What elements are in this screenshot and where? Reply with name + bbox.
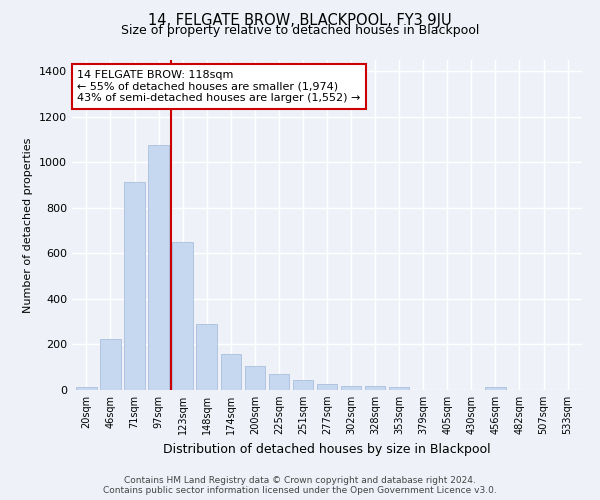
Bar [172,242,193,390]
X-axis label: Distribution of detached houses by size in Blackpool: Distribution of detached houses by size … [163,442,491,456]
Bar [124,182,145,390]
Text: 14, FELGATE BROW, BLACKPOOL, FY3 9JU: 14, FELGATE BROW, BLACKPOOL, FY3 9JU [148,12,452,28]
Bar [269,374,289,390]
Bar [341,386,361,390]
Bar [221,354,241,390]
Bar [365,386,385,390]
Text: Size of property relative to detached houses in Blackpool: Size of property relative to detached ho… [121,24,479,37]
Bar [245,366,265,390]
Bar [100,339,121,390]
Y-axis label: Number of detached properties: Number of detached properties [23,138,34,312]
Bar [148,146,169,390]
Bar [196,324,217,390]
Text: Contains HM Land Registry data © Crown copyright and database right 2024.
Contai: Contains HM Land Registry data © Crown c… [103,476,497,495]
Bar [317,384,337,390]
Bar [389,388,409,390]
Bar [293,380,313,390]
Bar [76,386,97,390]
Text: 14 FELGATE BROW: 118sqm
← 55% of detached houses are smaller (1,974)
43% of semi: 14 FELGATE BROW: 118sqm ← 55% of detache… [77,70,361,103]
Bar [485,386,506,390]
